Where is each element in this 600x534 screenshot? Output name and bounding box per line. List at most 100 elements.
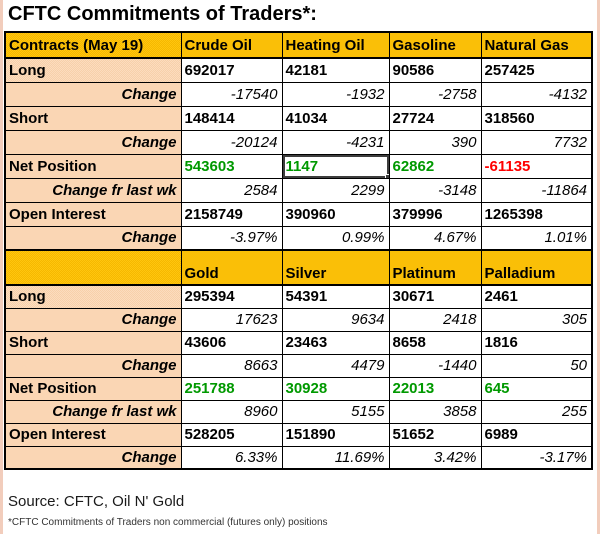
table-row: Change 6.33% 11.69% 3.42% -3.17% xyxy=(4,445,593,470)
data-cell[interactable]: 251788 xyxy=(180,376,283,401)
data-cell[interactable]: 9634 xyxy=(281,307,390,332)
data-cell[interactable]: 645 xyxy=(480,376,593,401)
row-label-cell[interactable]: Change xyxy=(4,445,182,470)
row-label-cell[interactable]: Open Interest xyxy=(4,201,182,227)
header-cell-platinum[interactable]: Platinum xyxy=(388,249,482,286)
data-cell[interactable]: 305 xyxy=(480,307,593,332)
row-label-cell[interactable]: Change xyxy=(4,129,182,155)
data-cell[interactable]: 1.01% xyxy=(480,225,593,251)
data-cell[interactable]: 390 xyxy=(388,129,482,155)
header-row: Contracts (May 19) Crude Oil Heating Oil Ga… xyxy=(4,31,593,59)
row-label-cell[interactable]: Short xyxy=(4,105,182,131)
header-label-cell[interactable]: Contracts (May 19) xyxy=(4,31,182,59)
data-cell[interactable]: 42181 xyxy=(281,57,390,83)
data-cell[interactable]: 255 xyxy=(480,399,593,424)
table-row: Short 148414 41034 27724 318560 xyxy=(4,105,593,131)
commodity-table: Contracts (May 19) Crude Oil Heating Oil Ga… xyxy=(4,31,593,470)
data-cell[interactable]: 6989 xyxy=(480,422,593,447)
data-cell[interactable]: 30671 xyxy=(388,284,482,309)
data-cell[interactable]: 4479 xyxy=(281,353,390,378)
data-cell[interactable]: -3.17% xyxy=(480,445,593,470)
data-cell[interactable]: -3148 xyxy=(388,177,482,203)
data-cell[interactable]: 51652 xyxy=(388,422,482,447)
data-cell[interactable]: 151890 xyxy=(281,422,390,447)
data-cell[interactable]: 0.99% xyxy=(281,225,390,251)
data-cell[interactable]: 2299 xyxy=(281,177,390,203)
data-cell[interactable]: 3.42% xyxy=(388,445,482,470)
data-cell[interactable]: 62862 xyxy=(388,153,482,179)
row-label-cell[interactable]: Short xyxy=(4,330,182,355)
data-cell[interactable]: 318560 xyxy=(480,105,593,131)
data-cell[interactable]: -17540 xyxy=(180,81,283,107)
data-cell[interactable]: 3858 xyxy=(388,399,482,424)
data-cell[interactable]: 43606 xyxy=(180,330,283,355)
data-cell[interactable]: 17623 xyxy=(180,307,283,332)
data-cell[interactable]: -3.97% xyxy=(180,225,283,251)
header-label-cell[interactable] xyxy=(4,249,182,286)
data-cell[interactable]: 2158749 xyxy=(180,201,283,227)
header-cell-gasoline[interactable]: Gasoline xyxy=(388,31,482,59)
row-label-cell[interactable]: Change xyxy=(4,81,182,107)
data-cell[interactable]: -4132 xyxy=(480,81,593,107)
data-cell[interactable]: -61135 xyxy=(480,153,593,179)
data-cell[interactable]: 1265398 xyxy=(480,201,593,227)
data-cell[interactable]: 8663 xyxy=(180,353,283,378)
data-cell[interactable]: 30928 xyxy=(281,376,390,401)
data-cell[interactable]: 295394 xyxy=(180,284,283,309)
data-cell[interactable]: 2461 xyxy=(480,284,593,309)
header-cell-palladium[interactable]: Palladium xyxy=(480,249,593,286)
data-cell[interactable]: 11.69% xyxy=(281,445,390,470)
data-cell[interactable]: 7732 xyxy=(480,129,593,155)
row-label-cell[interactable]: Change xyxy=(4,353,182,378)
row-label-cell[interactable]: Long xyxy=(4,284,182,309)
data-cell[interactable]: 4.67% xyxy=(388,225,482,251)
row-label-cell[interactable]: Change xyxy=(4,225,182,251)
header-cell-gold[interactable]: Gold xyxy=(180,249,283,286)
data-cell[interactable]: 54391 xyxy=(281,284,390,309)
table-row: Change 17623 9634 2418 305 xyxy=(4,307,593,332)
data-cell[interactable]: 8960 xyxy=(180,399,283,424)
data-cell[interactable]: 90586 xyxy=(388,57,482,83)
source-text: Source: CFTC, Oil N' Gold xyxy=(8,493,185,510)
data-cell[interactable]: 148414 xyxy=(180,105,283,131)
row-label-cell[interactable]: Net Position xyxy=(4,376,182,401)
data-cell[interactable]: 8658 xyxy=(388,330,482,355)
selected-cell[interactable]: 1147 xyxy=(281,153,390,179)
data-cell[interactable]: 5155 xyxy=(281,399,390,424)
data-cell[interactable]: 543603 xyxy=(180,153,283,179)
data-cell[interactable]: 257425 xyxy=(480,57,593,83)
data-cell[interactable]: 23463 xyxy=(281,330,390,355)
data-cell[interactable]: 22013 xyxy=(388,376,482,401)
data-cell[interactable]: 1816 xyxy=(480,330,593,355)
data-cell[interactable]: -20124 xyxy=(180,129,283,155)
data-cell[interactable]: 27724 xyxy=(388,105,482,131)
data-cell[interactable]: 2584 xyxy=(180,177,283,203)
header-cell-crude-oil[interactable]: Crude Oil xyxy=(180,31,283,59)
data-cell[interactable]: -2758 xyxy=(388,81,482,107)
row-label-cell[interactable]: Change fr last wk xyxy=(4,177,182,203)
header-cell-silver[interactable]: Silver xyxy=(281,249,390,286)
data-cell[interactable]: 41034 xyxy=(281,105,390,131)
header-row: Gold Silver Platinum Palladium xyxy=(4,249,593,286)
data-cell[interactable]: 692017 xyxy=(180,57,283,83)
data-cell[interactable]: -11864 xyxy=(480,177,593,203)
data-cell[interactable]: -1440 xyxy=(388,353,482,378)
data-cell[interactable]: 50 xyxy=(480,353,593,378)
header-cell-natural-gas[interactable]: Natural Gas xyxy=(480,31,593,59)
table-row: Change -20124 -4231 390 7732 xyxy=(4,129,593,155)
data-cell[interactable]: 6.33% xyxy=(180,445,283,470)
row-label-cell[interactable]: Net Position xyxy=(4,153,182,179)
row-label-cell[interactable]: Open Interest xyxy=(4,422,182,447)
data-cell[interactable]: 379996 xyxy=(388,201,482,227)
data-cell[interactable]: 2418 xyxy=(388,307,482,332)
row-label-cell[interactable]: Change fr last wk xyxy=(4,399,182,424)
row-label-cell[interactable]: Long xyxy=(4,57,182,83)
data-cell[interactable]: 528205 xyxy=(180,422,283,447)
row-label-cell[interactable]: Change xyxy=(4,307,182,332)
table-row: Net Position 543603 1147 62862 -61135 xyxy=(4,153,593,179)
table-row: Change 8663 4479 -1440 50 xyxy=(4,353,593,378)
header-cell-heating-oil[interactable]: Heating Oil xyxy=(281,31,390,59)
data-cell[interactable]: -1932 xyxy=(281,81,390,107)
data-cell[interactable]: 390960 xyxy=(281,201,390,227)
data-cell[interactable]: -4231 xyxy=(281,129,390,155)
